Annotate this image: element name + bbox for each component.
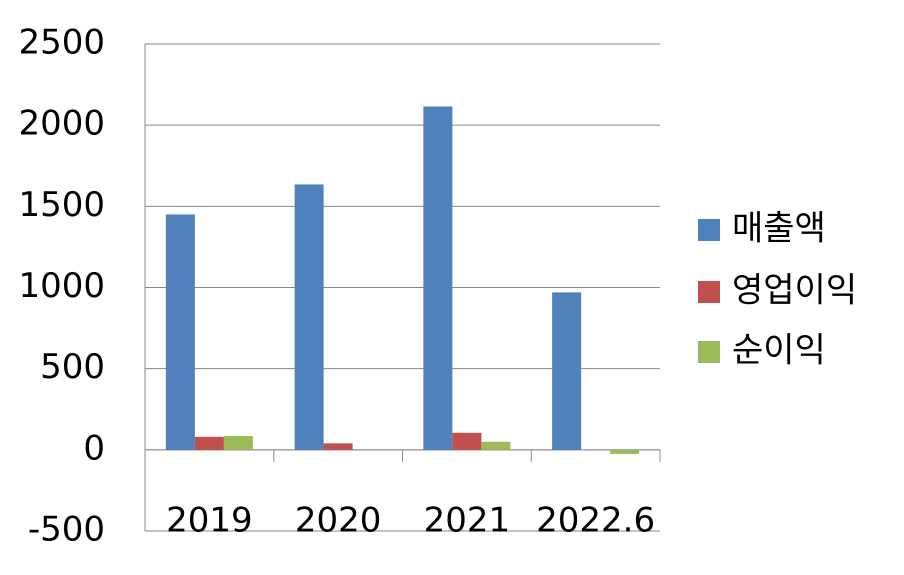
y-tick-label: 1500 [18,185,105,225]
legend-label: 순이익 [732,331,826,371]
legend-swatch [698,281,720,303]
bar [481,441,511,450]
bar [452,432,482,450]
x-tick-label: 2021 [424,501,511,541]
legend-label: 매출액 [732,209,826,249]
y-tick-label: 1000 [18,266,105,306]
bar [610,449,640,454]
bar [223,436,253,450]
x-tick-label: 2020 [295,501,382,541]
bar [294,184,324,450]
x-tick-label: 2019 [166,501,253,541]
y-tick-label: -500 [28,510,105,550]
bar [552,292,582,450]
bar [423,106,453,450]
legend-swatch [698,219,720,241]
y-tick-label: 2000 [18,104,105,144]
y-tick-label: 0 [83,428,105,468]
bar [323,443,353,450]
legend-swatch [698,341,720,363]
bar [194,436,224,450]
bar [165,214,195,450]
y-tick-label: 500 [40,347,105,387]
y-tick-label: 2500 [18,23,105,63]
legend-label: 영업이익 [732,271,857,311]
x-tick-label: 2022.6 [536,501,655,541]
